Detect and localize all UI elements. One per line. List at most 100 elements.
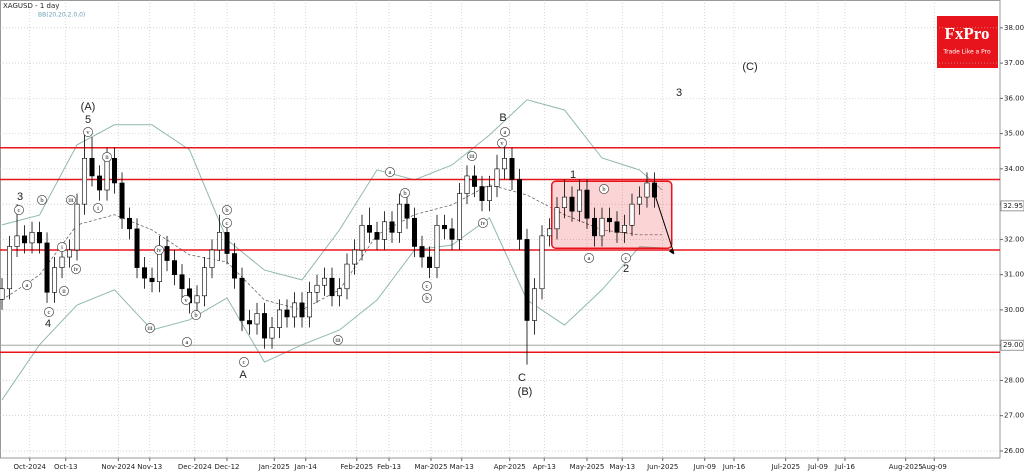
candle-body — [29, 232, 35, 244]
candle-body — [651, 182, 657, 198]
x-tick-label: Apr-2025 — [494, 463, 526, 471]
price-marker-label: 32.95 — [1003, 202, 1023, 210]
candle — [636, 186, 642, 215]
candle — [516, 168, 522, 250]
candle-body — [457, 193, 463, 240]
candle-body — [576, 189, 582, 212]
wave-circle — [584, 253, 594, 263]
candle — [509, 147, 515, 191]
wave-circle — [37, 195, 47, 205]
wave-circle — [191, 310, 201, 320]
wave-circle — [154, 245, 164, 255]
candle — [262, 302, 268, 349]
wave-circle — [599, 184, 609, 194]
y-tick-label: 30.00 — [1004, 306, 1024, 314]
x-tick-label: Jul-16 — [834, 463, 855, 471]
candle — [52, 257, 58, 303]
candle — [299, 292, 305, 328]
candle-body — [584, 189, 590, 219]
candle — [427, 246, 433, 279]
candle-body — [434, 224, 440, 268]
x-tick-label: May-2025 — [570, 463, 605, 471]
circled-wave-label: b — [403, 190, 406, 197]
circled-wave-label: i — [97, 205, 99, 212]
candle — [232, 242, 238, 289]
wave-label: 3 — [676, 87, 682, 99]
indicator-label: BB(20,20,2.0,0) — [38, 12, 85, 19]
circled-wave-label: b — [194, 312, 197, 319]
wave-circle — [71, 264, 81, 274]
candle — [202, 257, 208, 307]
candle-body — [636, 196, 642, 205]
x-tick-label: Jul-2025 — [770, 463, 800, 471]
circled-wave-label: v — [86, 129, 90, 136]
candle-body — [7, 246, 13, 290]
x-tick-label: Oct-2024 — [14, 463, 47, 471]
candle-body — [591, 217, 597, 237]
chart-title: XAGUSD - 1 day — [3, 2, 59, 10]
candle — [479, 175, 485, 212]
circled-wave-label: v — [500, 140, 504, 147]
circled-wave-label: iv — [156, 247, 162, 254]
candle — [269, 316, 275, 349]
candle — [194, 285, 200, 314]
candle-body — [501, 158, 507, 170]
candle — [651, 172, 657, 208]
candle — [29, 221, 35, 254]
candle — [359, 214, 365, 261]
candle — [119, 172, 125, 229]
candle-body — [97, 175, 103, 191]
circled-wave-label: a — [588, 255, 591, 262]
candle-body — [149, 277, 155, 283]
x-tick-label: Jun-09 — [693, 463, 716, 471]
candle — [389, 211, 395, 243]
candle — [247, 309, 253, 335]
candle — [367, 207, 373, 243]
candle — [464, 165, 470, 205]
wave-label: A — [239, 369, 247, 381]
candle — [576, 179, 582, 222]
candle-body — [217, 232, 223, 251]
candle-body — [119, 182, 125, 219]
candle-body — [427, 256, 433, 268]
circled-wave-label: c — [48, 309, 51, 316]
candle — [217, 214, 223, 261]
bollinger-upper — [1, 99, 663, 281]
candle-body — [89, 158, 95, 177]
candle-body — [142, 267, 148, 279]
candle — [412, 207, 418, 258]
candle-body — [322, 277, 328, 286]
wave-circle — [222, 205, 232, 215]
candle — [449, 218, 455, 250]
candle — [37, 221, 43, 254]
candle — [179, 264, 185, 300]
candle — [82, 133, 88, 215]
candle-body — [59, 256, 65, 268]
wave-circle — [66, 195, 76, 205]
circled-wave-label: c — [625, 255, 628, 262]
candle — [599, 207, 605, 247]
candle-body — [292, 302, 298, 318]
candle-body — [412, 217, 418, 247]
candle — [112, 147, 118, 194]
x-tick-label: Nov-2024 — [101, 463, 135, 471]
circled-wave-label: iii — [147, 325, 153, 332]
candle-body — [277, 309, 283, 328]
candle — [591, 207, 597, 247]
candle — [322, 267, 328, 296]
price-marker-label: 29.00 — [1003, 341, 1023, 349]
candle — [74, 193, 80, 261]
candle — [419, 235, 425, 268]
candle — [472, 165, 478, 198]
candle — [569, 186, 575, 222]
circled-wave-label: iii — [68, 197, 74, 204]
candle — [209, 239, 215, 279]
wave-label: 5 — [85, 114, 91, 126]
circled-wave-label: a — [504, 129, 507, 136]
wave-label: B — [499, 112, 506, 124]
x-tick-label: Jan-2025 — [258, 463, 290, 471]
logo-tagline: Trade Like a Pro — [942, 49, 991, 56]
candle-body — [367, 224, 373, 233]
candle — [22, 225, 28, 254]
